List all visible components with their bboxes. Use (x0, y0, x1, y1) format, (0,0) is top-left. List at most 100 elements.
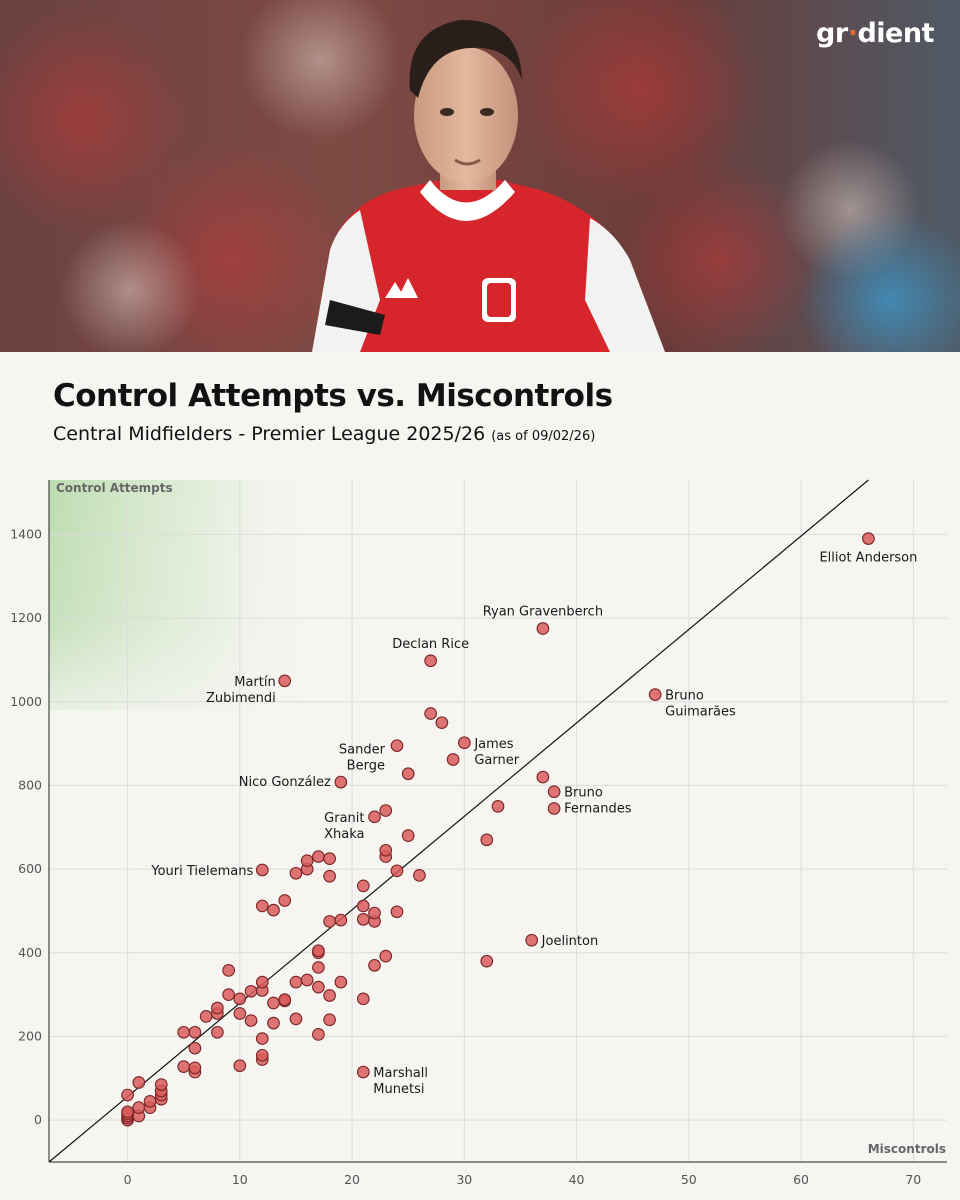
data-point (312, 1028, 325, 1041)
data-point (312, 961, 325, 974)
data-point (379, 949, 393, 963)
player-label-line: Sander (339, 743, 386, 758)
player-label-line: James (473, 737, 513, 752)
data-point (323, 852, 336, 866)
data-point (323, 869, 336, 883)
player-label-line: Nico González (239, 775, 331, 790)
data-point (177, 1025, 191, 1039)
data-point (536, 770, 550, 784)
data-point (379, 804, 393, 817)
player-label-line: Garner (474, 753, 519, 768)
data-point (480, 833, 494, 847)
data-point (132, 1101, 146, 1114)
x-axis-title: Miscontrols (868, 1142, 946, 1156)
player-photo-icon (0, 0, 960, 352)
data-point (188, 1041, 202, 1055)
player-label-line: Youri Tielemans (150, 864, 253, 879)
player-label: Joelinton (541, 934, 599, 949)
data-point-labeled (525, 933, 539, 947)
data-point (356, 912, 370, 926)
player-labels: Elliot Anderson Ryan Gravenberch Declan Ri… (150, 551, 917, 1097)
data-point (121, 1088, 134, 1102)
data-point (312, 944, 325, 958)
player-label: Marshall Munetsi (373, 1066, 428, 1097)
data-point-labeled (390, 739, 404, 753)
data-point (323, 1013, 336, 1027)
player-label-line: Fernandes (564, 802, 632, 817)
data-point (177, 1060, 191, 1073)
player-label-line: Guimarães (665, 705, 736, 720)
data-point (356, 879, 370, 893)
y-tick-label: 1200 (10, 610, 42, 625)
data-point (255, 1032, 269, 1045)
data-point (323, 915, 336, 928)
data-point (300, 854, 314, 868)
y-tick-label: 1400 (10, 526, 42, 541)
y-tick-label: 200 (18, 1028, 42, 1043)
data-point (233, 1007, 247, 1020)
data-point (244, 984, 258, 998)
data-point (480, 954, 494, 968)
player-label: Martín Zubimendi (206, 675, 276, 706)
player-label-line: Joelinton (541, 934, 599, 949)
axis-ticks: 0 10 20 30 40 50 60 70 0 200 400 600 800 1000 1200 1400 (10, 526, 921, 1187)
data-point (491, 800, 505, 813)
data-point (278, 993, 292, 1007)
x-tick-label: 70 (905, 1172, 921, 1187)
data-point (211, 1001, 224, 1015)
data-point-labeled (334, 775, 348, 789)
data-point (289, 975, 303, 989)
player-label: Youri Tielemans (150, 864, 253, 879)
chart-title: Control Attempts vs. Miscontrols (53, 378, 613, 414)
x-tick-label: 50 (681, 1172, 697, 1187)
player-label-line: Bruno (564, 786, 603, 801)
data-point-labeled (255, 863, 269, 877)
data-point-labeled (648, 688, 662, 701)
player-label: Elliot Anderson (819, 551, 917, 566)
data-point (188, 1061, 202, 1075)
data-point (312, 980, 325, 994)
data-point (401, 767, 415, 781)
player-label-line: Ryan Gravenberch (483, 605, 603, 620)
data-point (278, 894, 292, 907)
x-tick-label: 30 (456, 1172, 472, 1187)
data-point (334, 913, 348, 927)
data-point-labeled (862, 532, 875, 545)
player-label-line: Martín (234, 675, 275, 690)
data-point (222, 964, 235, 977)
data-point (255, 1048, 269, 1062)
player-label-line: Munetsi (373, 1082, 424, 1097)
hero-photo: gr·dient (0, 0, 960, 352)
data-point (390, 864, 404, 878)
data-point-labeled (278, 674, 292, 688)
data-point (121, 1105, 134, 1119)
trendline (48, 479, 869, 1163)
data-point (211, 1025, 224, 1039)
data-point (255, 899, 269, 913)
x-tick-label: 20 (344, 1172, 360, 1187)
data-point-labeled (536, 622, 550, 635)
as-of-date: (as of 09/02/26) (491, 429, 596, 444)
high-control-region (49, 480, 330, 711)
player-label: Nico González (239, 775, 331, 790)
data-point (368, 958, 381, 972)
player-label-line: Xhaka (324, 827, 364, 842)
subtitle-text: Central Midfielders - Premier League 202… (53, 423, 486, 445)
player-label-line: Elliot Anderson (819, 551, 917, 566)
player-label-line: Bruno (665, 689, 704, 704)
data-point-labeled (424, 654, 438, 668)
player-label: Declan Rice (392, 637, 469, 652)
data-point (233, 992, 247, 1006)
scatter-chart: 0 10 20 30 40 50 60 70 0 200 400 600 800 1000 1200 1400… (10, 479, 947, 1187)
data-point (244, 1014, 258, 1027)
player-label: Bruno Guimarães (665, 689, 736, 720)
data-point (289, 1012, 303, 1026)
data-point (267, 996, 280, 1010)
data-point (435, 716, 449, 730)
data-point (547, 802, 561, 815)
data-point-labeled (356, 1065, 370, 1079)
player-label-line: Marshall (373, 1066, 428, 1081)
data-point (413, 869, 426, 882)
player-label: Granit Xhaka (324, 811, 364, 842)
data-point (267, 903, 280, 917)
